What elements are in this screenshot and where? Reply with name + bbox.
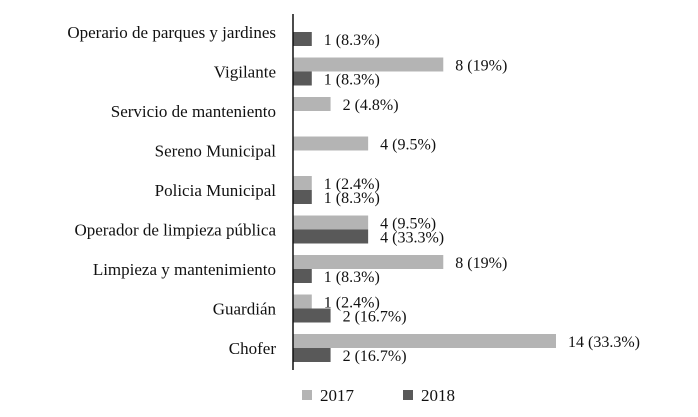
data-label: 1 (8.3%) <box>324 269 380 286</box>
category-label: Vigilante <box>214 63 276 82</box>
data-label: 8 (19%) <box>455 255 507 272</box>
category-label: Chofer <box>229 339 277 358</box>
data-label: 1 (8.3%) <box>324 72 380 89</box>
bars-layer: 1 (8.3%)8 (19%)1 (8.3%)2 (4.8%)4 (9.5%)1… <box>293 32 640 365</box>
bar-2018 <box>293 190 312 204</box>
data-label: 1 (2.4%) <box>324 295 380 312</box>
data-label: 1 (2.4%) <box>324 176 380 193</box>
bar-2017 <box>293 215 369 230</box>
category-label: Operario de parques y jardines <box>67 23 276 42</box>
legend-label-2017: 2017 <box>320 386 355 405</box>
bar-2018 <box>293 229 369 244</box>
data-label: 4 (33.3%) <box>380 230 444 247</box>
legend-swatch-2017 <box>302 390 312 400</box>
bar-2017 <box>293 97 331 111</box>
category-label: Guardián <box>213 300 277 319</box>
data-label: 2 (16.7%) <box>343 309 407 326</box>
category-label: Policia Municipal <box>155 181 277 200</box>
bar-2017 <box>293 136 369 151</box>
data-label: 1 (8.3%) <box>324 190 380 207</box>
legend-swatch-2018 <box>403 390 413 400</box>
bar-2018 <box>293 32 312 46</box>
data-label: 2 (16.7%) <box>343 348 407 365</box>
category-label: Sereno Municipal <box>155 142 277 161</box>
bar-2018 <box>293 308 331 323</box>
bar-2018 <box>293 71 312 86</box>
data-label: 8 (19%) <box>455 58 507 75</box>
bar-2017 <box>293 176 312 190</box>
bar-2017 <box>293 334 556 348</box>
category-label: Operador de limpieza pública <box>74 221 276 240</box>
legend-label-2018: 2018 <box>421 386 455 405</box>
data-label: 1 (8.3%) <box>324 32 380 49</box>
category-label: Servicio de manteniento <box>111 102 276 121</box>
data-label: 2 (4.8%) <box>343 97 399 114</box>
bar-2018 <box>293 348 331 362</box>
data-label: 4 (9.5%) <box>380 216 436 233</box>
bar-2017 <box>293 255 444 269</box>
category-label: Limpieza y mantenimiento <box>93 260 276 279</box>
bar-2017 <box>293 57 444 72</box>
bar-2017 <box>293 294 312 309</box>
bar-2018 <box>293 269 312 283</box>
data-label: 14 (33.3%) <box>568 334 640 351</box>
category-labels: Operario de parques y jardines Vigilante S… <box>67 23 276 358</box>
legend: 2017 2018 <box>302 386 455 405</box>
data-label: 4 (9.5%) <box>380 137 436 154</box>
